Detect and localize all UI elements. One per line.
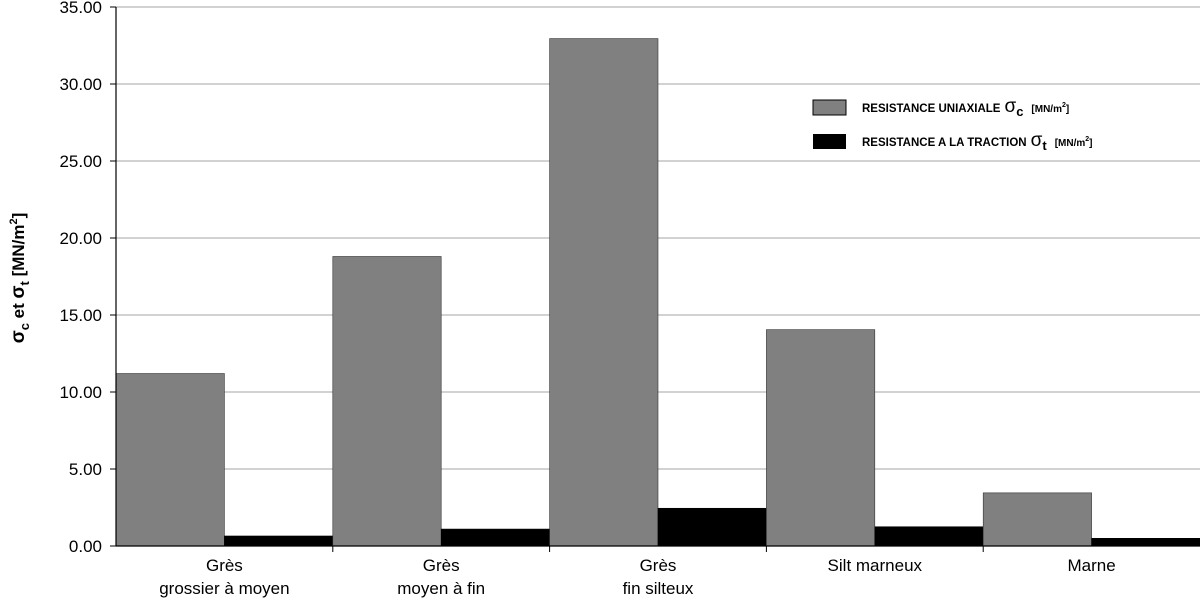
legend: RESISTANCE UNIAXIALE σc [MN/m2] RESISTANCE… xyxy=(812,96,1093,153)
y-axis-label-unit-sup: 2 xyxy=(8,218,20,224)
legend-swatch-traction xyxy=(813,134,846,149)
legend-compression-sigma: σ xyxy=(1004,96,1016,117)
legend-compression-unit: [MN/m xyxy=(1031,104,1062,115)
x-category-label: grossier à moyen xyxy=(159,579,289,598)
legend-compression-name: RESISTANCE UNIAXIALE xyxy=(862,103,1001,115)
bar-traction xyxy=(657,507,767,547)
y-tick-label: 35.00 xyxy=(59,0,102,17)
y-axis-label-unit-close: ] xyxy=(9,213,28,219)
legend-traction-name: RESISTANCE A LA TRACTION xyxy=(862,137,1027,149)
legend-swatch-compression xyxy=(812,99,847,116)
y-axis-label-sigma-c: σ xyxy=(8,330,29,343)
legend-compression-unit-sup: 2 xyxy=(1062,102,1066,109)
y-tick-label: 10.00 xyxy=(59,383,102,402)
y-axis-label-unit: [MN/m xyxy=(9,224,28,281)
bar-traction xyxy=(440,528,550,547)
y-tick-label: 15.00 xyxy=(59,306,102,325)
x-category-label: moyen à fin xyxy=(397,579,485,598)
y-tick-label: 30.00 xyxy=(59,75,102,94)
bar-traction xyxy=(224,535,334,547)
y-tick-label: 20.00 xyxy=(59,229,102,248)
legend-label-compression: RESISTANCE UNIAXIALE σc [MN/m2] xyxy=(862,96,1069,119)
legend-traction-unit: [MN/m xyxy=(1055,138,1086,149)
x-category-labels: Grès grossier à moyen Grès moyen à fin Grès f… xyxy=(159,556,1115,598)
x-category-label: Silt marneux xyxy=(828,556,923,575)
y-tick-label: 5.00 xyxy=(69,460,102,479)
x-category-label: Grès xyxy=(423,556,460,575)
legend-traction-unit-close: ] xyxy=(1089,138,1092,149)
legend-traction-unit-sup: 2 xyxy=(1085,136,1089,143)
legend-traction-sub: t xyxy=(1042,138,1047,153)
x-category-label: Grès xyxy=(640,556,677,575)
x-category-label: fin silteux xyxy=(623,579,694,598)
y-tick-labels: 0.00 5.00 10.00 15.00 20.00 25.00 30.00 35.00 xyxy=(59,0,102,556)
bar-compression xyxy=(115,373,225,547)
bar-compression xyxy=(766,329,876,547)
y-tick-label: 25.00 xyxy=(59,152,102,171)
bar-compression xyxy=(982,492,1092,547)
axes xyxy=(115,7,1200,547)
bar-compression xyxy=(549,38,659,547)
legend-compression-sub: c xyxy=(1016,104,1023,119)
y-axis-label: σc et σt [MN/m2] xyxy=(8,213,32,344)
x-category-label: Grès xyxy=(206,556,243,575)
legend-traction-sigma: σ xyxy=(1031,130,1043,151)
bars xyxy=(115,38,1200,547)
legend-label-traction: RESISTANCE A LA TRACTION σt [MN/m2] xyxy=(862,130,1093,153)
y-axis-label-sub-c: c xyxy=(17,323,32,330)
y-tick-label: 0.00 xyxy=(69,537,102,556)
y-axis-label-mid: et xyxy=(9,299,28,324)
y-axis-label-sigma-t: σ xyxy=(8,286,29,299)
bar-compression xyxy=(332,256,442,547)
x-category-label: Marne xyxy=(1068,556,1116,575)
bar-traction xyxy=(874,526,984,547)
y-axis-label-sub-t: t xyxy=(17,281,32,286)
legend-compression-unit-close: ] xyxy=(1066,104,1069,115)
bar-traction xyxy=(1091,537,1200,547)
